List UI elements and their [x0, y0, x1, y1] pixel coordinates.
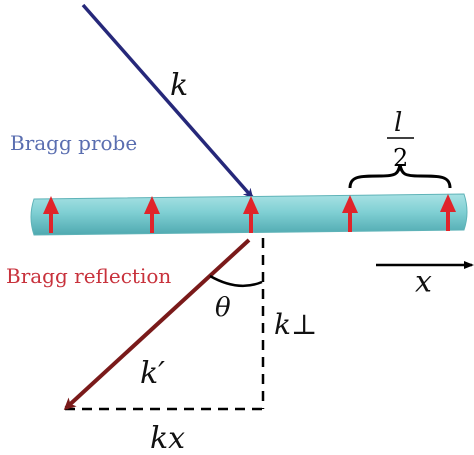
x-axis-label: x — [415, 265, 432, 300]
spin-arrow — [342, 195, 358, 232]
theta-arc — [209, 274, 263, 288]
incident-k-label: k — [170, 68, 188, 103]
k-perp-label: k⊥ — [274, 308, 317, 341]
k-prime-label: k′ — [140, 356, 165, 391]
spin-arrow — [144, 196, 160, 233]
k-x-label: kx — [150, 421, 185, 455]
bragg-probe-label: Bragg probe — [10, 131, 137, 155]
spin-arrow — [440, 194, 456, 231]
reflected-arrow — [63, 238, 251, 411]
period-numerator: l — [394, 108, 402, 138]
spin-arrow — [243, 196, 259, 233]
magnetic-rod — [30, 193, 468, 236]
period-denominator: 2 — [393, 144, 408, 172]
incident-arrow — [81, 3, 254, 199]
half-period-brace — [348, 164, 452, 189]
spin-arrow — [43, 196, 59, 233]
bragg-reflection-label: Bragg reflection — [6, 264, 171, 288]
theta-label: θ — [215, 293, 231, 323]
period-fraction: l 2 — [387, 108, 414, 172]
